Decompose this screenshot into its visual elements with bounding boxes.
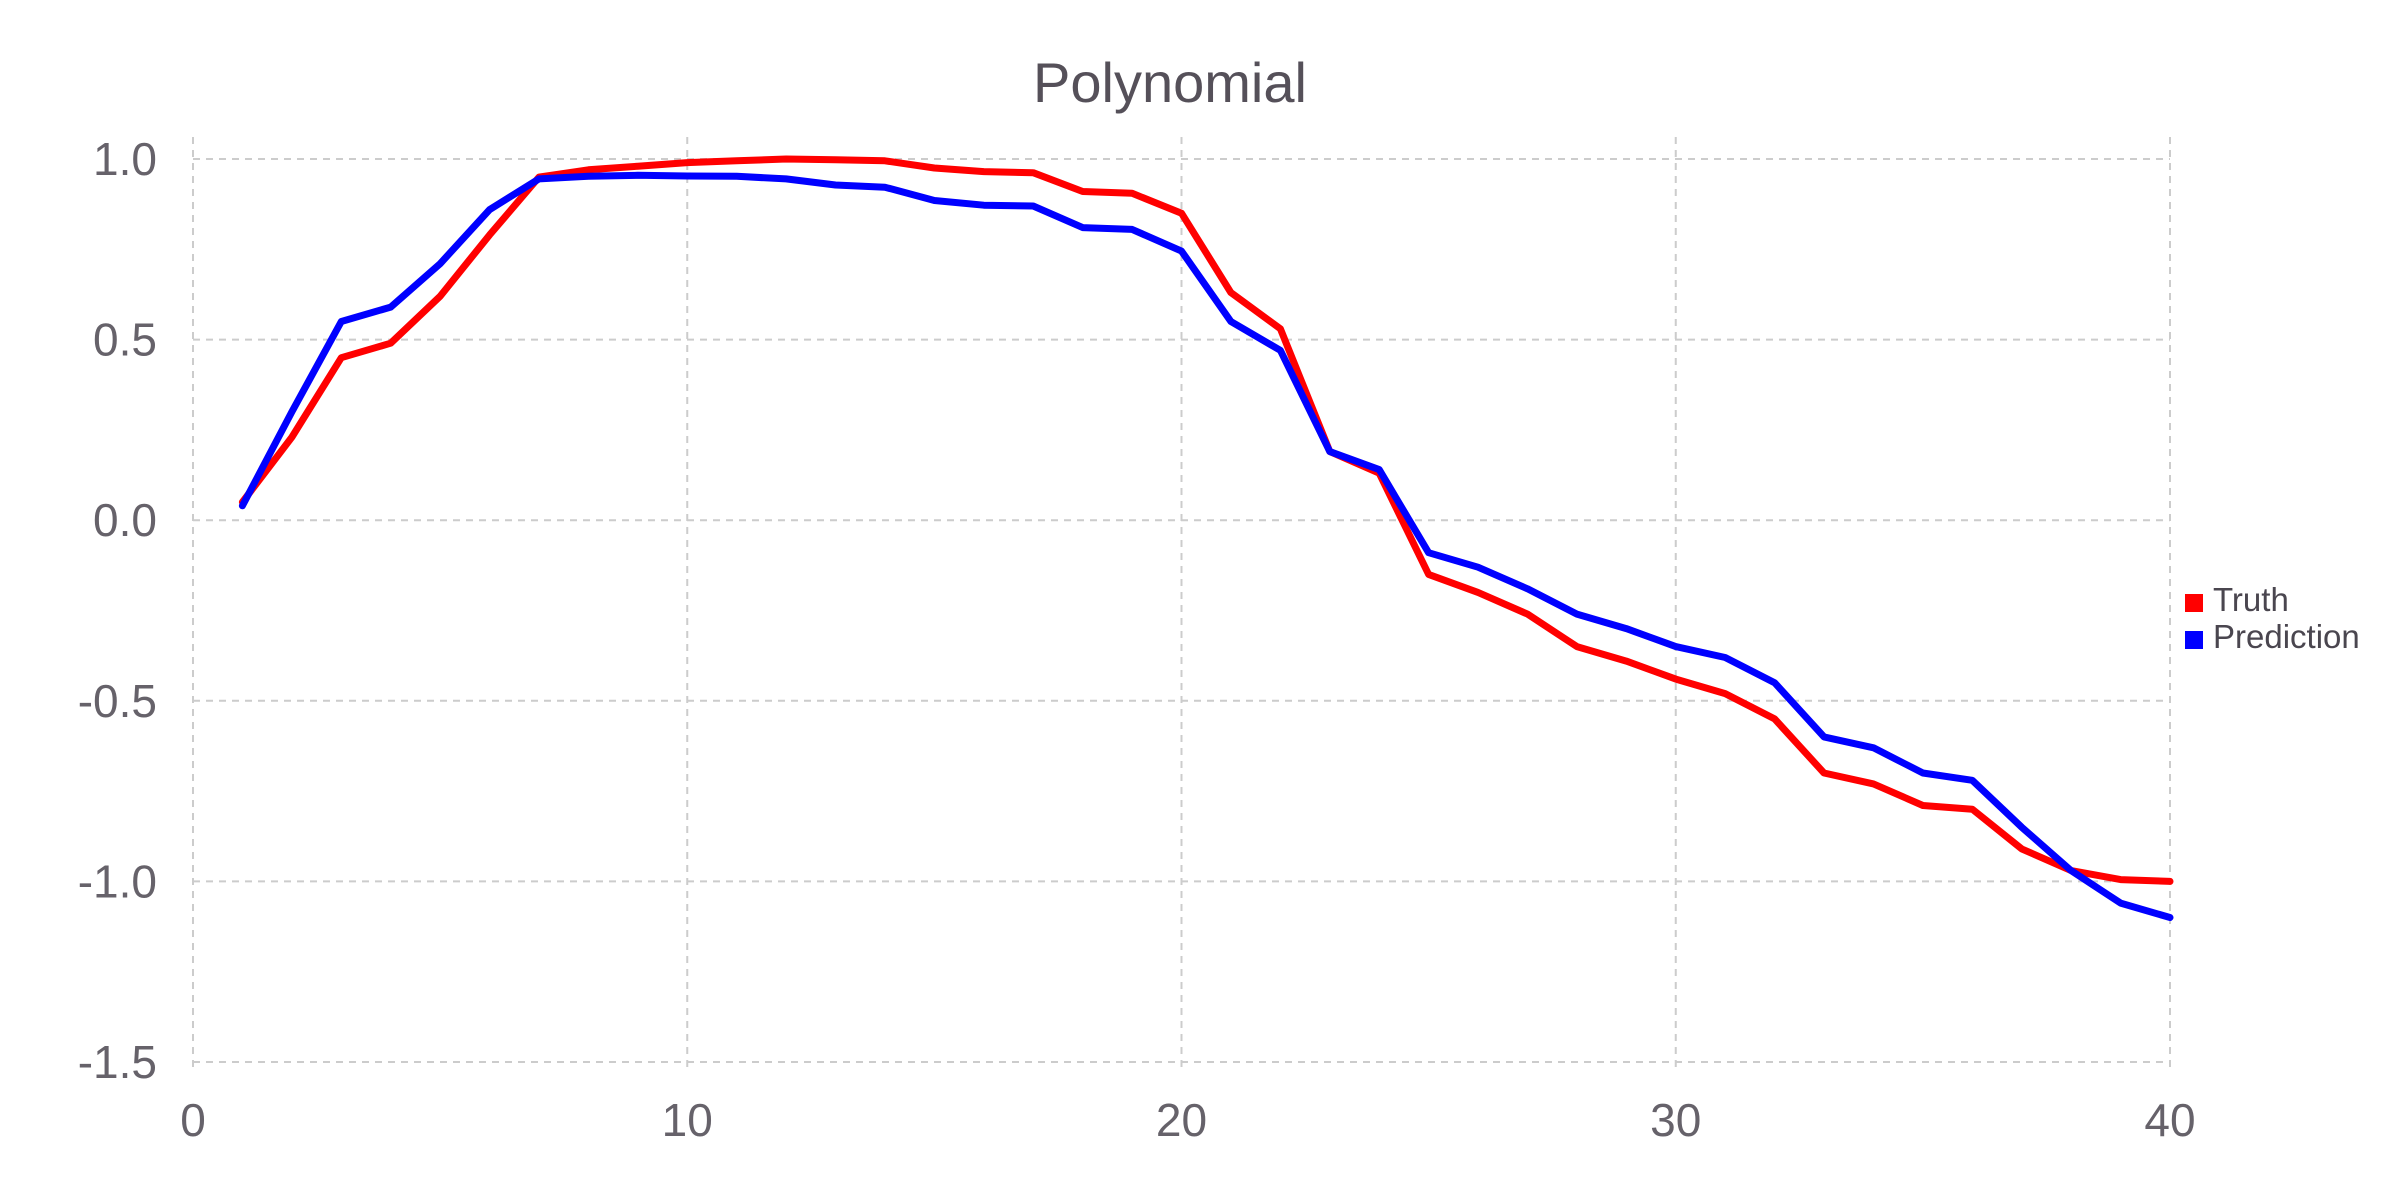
y-axis-ticks: 1.0 0.5 0.0 -0.5 -1.0 -1.5 [78,133,157,1088]
y-tick-label: 1.0 [93,133,157,185]
x-tick-label: 20 [1156,1094,1207,1146]
series-lines [238,155,2174,921]
legend-label-prediction: Prediction [2213,618,2360,655]
y-tick-label: -0.5 [78,675,157,727]
x-tick-label: 30 [1650,1094,1701,1146]
x-tick-label: 0 [180,1094,206,1146]
legend-swatch-truth [2185,594,2203,612]
y-tick-label: 0.5 [93,314,157,366]
legend-swatch-prediction [2185,631,2203,649]
series-line-prediction [238,171,2174,921]
legend-label-truth: Truth [2213,581,2289,618]
x-tick-label: 40 [2144,1094,2195,1146]
x-axis-ticks: 0 10 20 30 40 [180,1094,2195,1146]
grid [192,137,2171,1068]
y-tick-label: 0.0 [93,494,157,546]
y-tick-label: -1.0 [78,855,157,907]
series-line-truth [238,155,2174,885]
x-tick-label: 10 [662,1094,713,1146]
chart-title: Polynomial [1033,51,1307,114]
y-tick-label: -1.5 [78,1036,157,1088]
